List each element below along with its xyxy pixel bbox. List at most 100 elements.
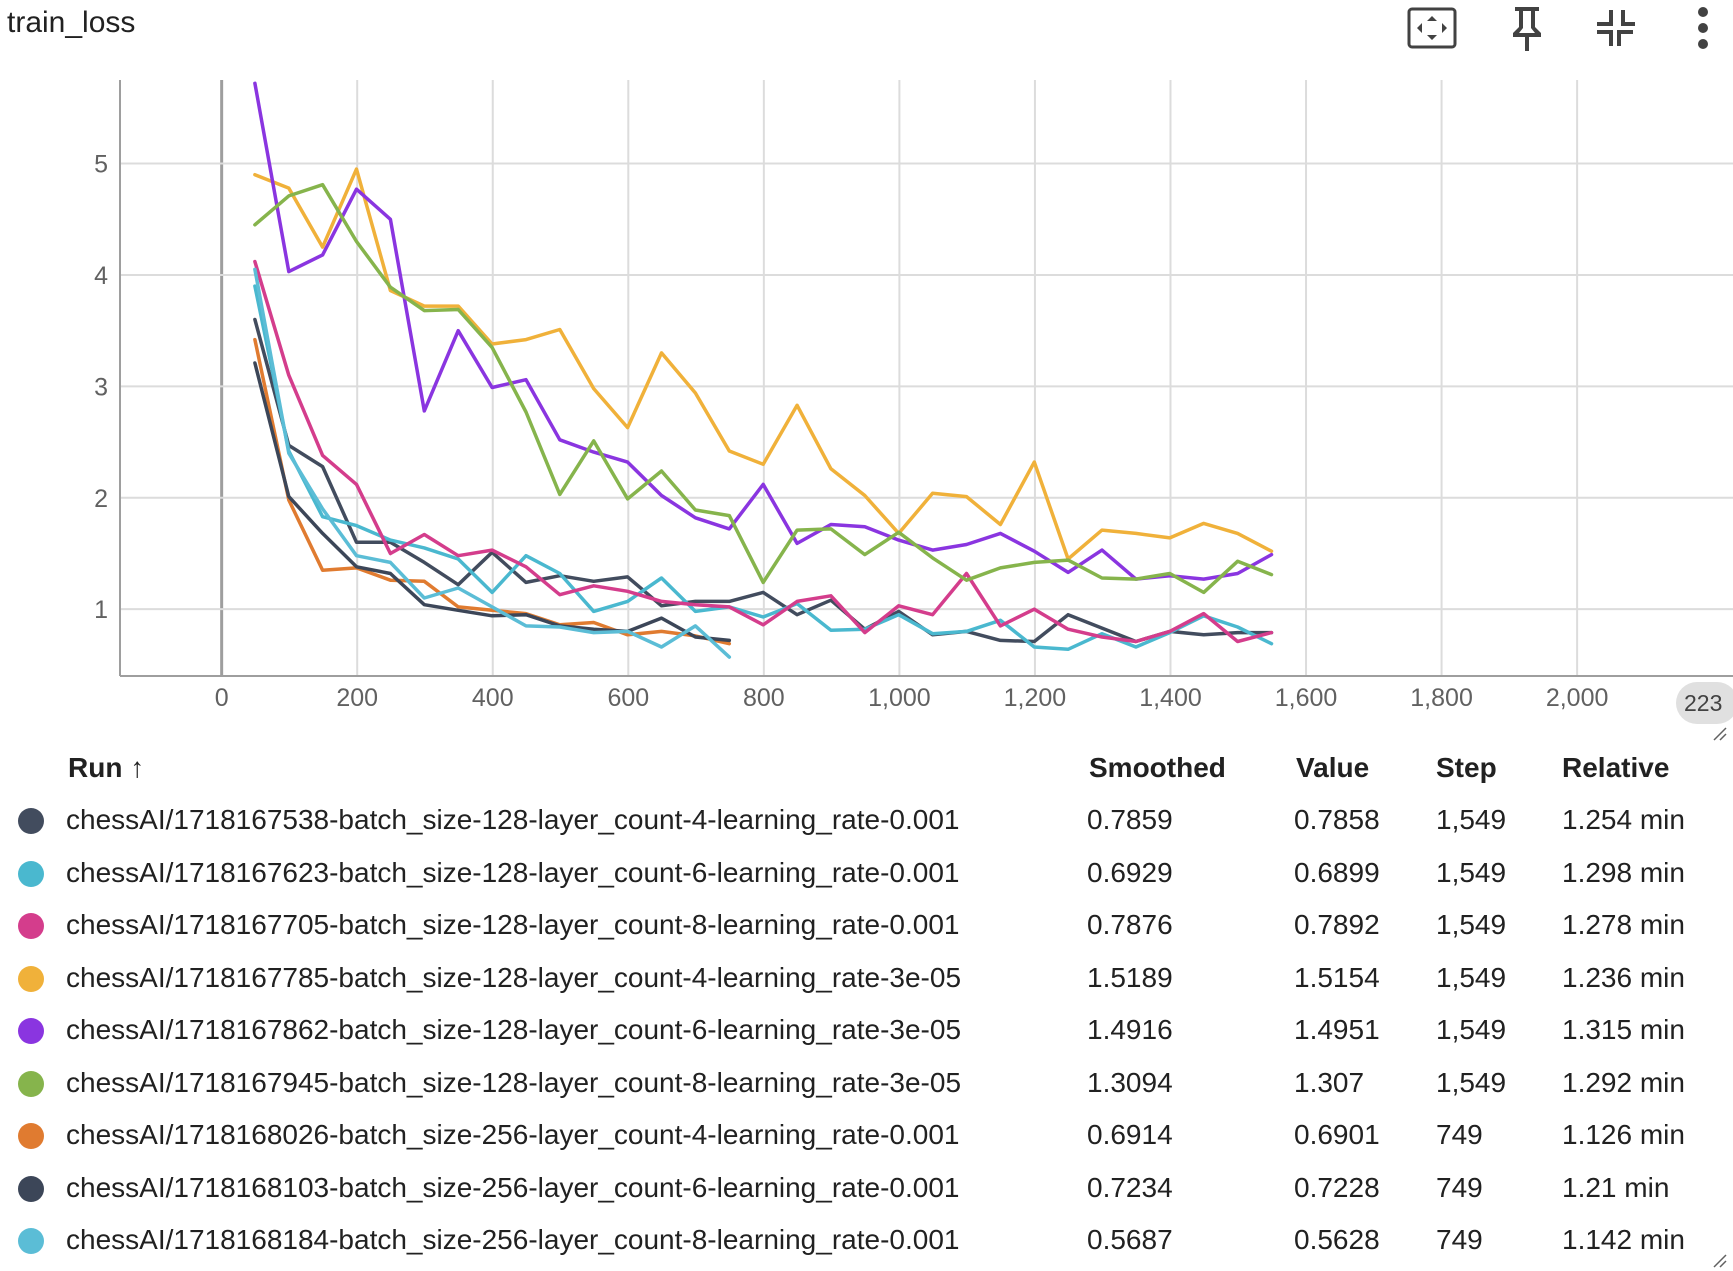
series-line-2[interactable]: [253, 284, 1274, 652]
table-row[interactable]: chessAI/1718167623-batch_size-128-layer_…: [0, 847, 1733, 899]
cell-relative: 1.236 min: [1562, 961, 1685, 993]
cell-value: 0.7858: [1294, 804, 1380, 835]
cell-relative: 1.315 min: [1562, 1014, 1685, 1045]
cell-relative: 1.292 min: [1562, 1066, 1685, 1098]
series-line-8[interactable]: [253, 361, 732, 643]
x-tick-label: 600: [607, 684, 649, 712]
cell-step: 1,549: [1436, 961, 1507, 993]
cell-relative: 1.126 min: [1562, 1119, 1685, 1150]
header-relative[interactable]: Relative: [1562, 752, 1670, 783]
cell-run: chessAI/1718167945-batch_size-128-layer_…: [66, 1066, 962, 1098]
series-line-4[interactable]: [253, 167, 1274, 561]
x-tick-label: 1,400: [1139, 684, 1202, 712]
y-tick-label: 4: [94, 262, 108, 290]
cell-step: 1,549: [1436, 1066, 1507, 1098]
cell-smoothed: 0.7859: [1087, 804, 1173, 835]
x-tick-label: 1,000: [868, 684, 931, 712]
run-color-dot: [18, 808, 44, 834]
line-chart[interactable]: 0 200 400 600 800 1,000 1,200 1,400 1,600 1,800 2,…: [0, 0, 1733, 742]
cell-step: 1,549: [1436, 1014, 1507, 1045]
cell-value: 0.6901: [1294, 1119, 1380, 1150]
x-tick-label: 1,800: [1410, 684, 1473, 712]
table-row[interactable]: chessAI/1718167945-batch_size-128-layer_…: [0, 1057, 1733, 1109]
table-row[interactable]: chessAI/1718168026-batch_size-256-layer_…: [0, 1109, 1733, 1161]
cell-step: 749: [1436, 1171, 1483, 1203]
cell-smoothed: 0.5687: [1087, 1224, 1173, 1255]
cell-relative: 1.21 min: [1562, 1171, 1670, 1203]
x-tick-label: 200: [336, 684, 378, 712]
fit-domain-button[interactable]: [1405, 2, 1459, 54]
cell-step: 749: [1436, 1119, 1483, 1150]
x-tick-label: 2,000: [1546, 684, 1609, 712]
table-row[interactable]: chessAI/1718168184-batch_size-256-layer_…: [0, 1214, 1733, 1266]
cell-smoothed: 0.6914: [1087, 1119, 1173, 1150]
cell-smoothed: 0.7234: [1087, 1171, 1173, 1203]
cell-relative: 1.254 min: [1562, 804, 1685, 835]
cell-smoothed: 1.3094: [1087, 1066, 1173, 1098]
cell-smoothed: 1.4916: [1087, 1014, 1173, 1045]
header-value[interactable]: Value: [1296, 752, 1370, 783]
run-color-dot: [18, 913, 44, 939]
cell-value: 0.6899: [1294, 856, 1380, 888]
series-line-6[interactable]: [253, 182, 1274, 595]
run-color-dot: [18, 1070, 44, 1097]
cell-run: chessAI/1718168103-batch_size-256-layer_…: [66, 1171, 960, 1203]
series-line-5[interactable]: [253, 81, 1274, 581]
run-color-dot: [18, 965, 44, 992]
fit-domain-icon: [1407, 7, 1457, 49]
cell-value: 0.5628: [1294, 1224, 1380, 1255]
more-vert-icon: [1698, 7, 1708, 49]
run-color-dot: [18, 1123, 44, 1149]
cell-run: chessAI/1718167862-batch_size-128-layer_…: [66, 1014, 962, 1045]
cell-run: chessAI/1718167623-batch_size-128-layer_…: [66, 856, 960, 888]
table-resize-icon[interactable]: [1710, 1251, 1728, 1269]
table-row[interactable]: chessAI/1718167862-batch_size-128-layer_…: [0, 1004, 1733, 1056]
cell-relative: 1.278 min: [1562, 909, 1685, 940]
run-color-dot: [18, 1018, 44, 1044]
cell-value: 0.7228: [1294, 1171, 1380, 1203]
cell-run: chessAI/1718168184-batch_size-256-layer_…: [66, 1224, 960, 1255]
cell-run: chessAI/1718167705-batch_size-128-layer_…: [66, 909, 960, 940]
y-tick-label: 1: [94, 596, 108, 624]
cell-run: chessAI/1718167785-batch_size-128-layer_…: [66, 961, 962, 993]
cell-step: 1,549: [1436, 804, 1507, 835]
header-smoothed[interactable]: Smoothed: [1089, 752, 1226, 783]
cell-relative: 1.298 min: [1562, 856, 1685, 888]
run-color-dot: [18, 860, 44, 887]
x-tick-label: 1,200: [1004, 684, 1067, 712]
cell-relative: 1.142 min: [1562, 1224, 1685, 1255]
card-title: train_loss: [7, 6, 136, 39]
series-line-7[interactable]: [253, 337, 732, 646]
cell-value: 0.7892: [1294, 909, 1380, 940]
x-tick-label: 1,600: [1275, 684, 1338, 712]
series-line-1[interactable]: [253, 317, 1274, 644]
more-options-button[interactable]: [1683, 2, 1723, 54]
header-step[interactable]: Step: [1436, 752, 1497, 783]
cell-step: 1,549: [1436, 909, 1507, 940]
table-row[interactable]: chessAI/1718168103-batch_size-256-layer_…: [0, 1162, 1733, 1214]
x-tick-label: 800: [743, 684, 785, 712]
cell-value: 1.4951: [1294, 1014, 1380, 1045]
table-row[interactable]: chessAI/1718167705-batch_size-128-layer_…: [0, 899, 1733, 951]
table-row[interactable]: chessAI/1718167785-batch_size-128-layer_…: [0, 952, 1733, 1004]
pin-icon: [1513, 7, 1541, 51]
pin-button[interactable]: [1500, 2, 1554, 54]
resize-handle-icon[interactable]: [1710, 724, 1728, 742]
x-tick-label: 400: [472, 684, 514, 712]
cell-value: 1.5154: [1294, 961, 1380, 993]
cell-step: 749: [1436, 1224, 1483, 1255]
table-row[interactable]: chessAI/1718167538-batch_size-128-layer_…: [0, 794, 1733, 846]
series-line-3[interactable]: [253, 259, 1274, 644]
cell-smoothed: 1.5189: [1087, 961, 1173, 993]
y-tick-label: 5: [94, 151, 108, 179]
cell-run: chessAI/1718168026-batch_size-256-layer_…: [66, 1119, 960, 1150]
series-line-9[interactable]: [253, 267, 732, 659]
x-tick-label: 0: [215, 684, 229, 712]
cell-value: 1.307: [1294, 1066, 1365, 1098]
y-tick-label: 3: [94, 373, 108, 401]
y-tick-label: 2: [94, 485, 108, 513]
x-axis-extent-pill[interactable]: 223: [1676, 682, 1733, 724]
header-run[interactable]: Run ↑: [68, 752, 145, 783]
run-color-dot: [18, 1175, 44, 1202]
cell-step: 1,549: [1436, 856, 1507, 888]
